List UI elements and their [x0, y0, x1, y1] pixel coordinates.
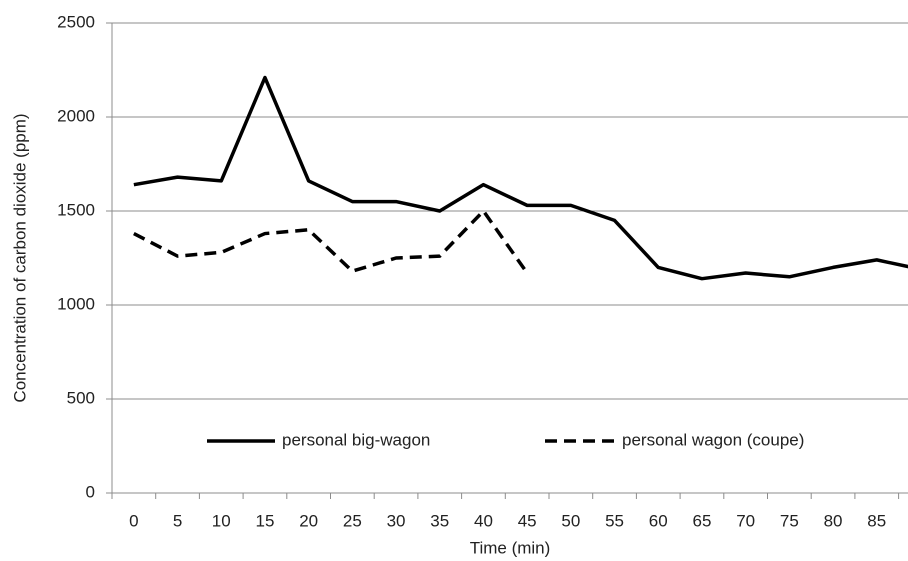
x-tick-label: 50	[561, 511, 580, 530]
x-tick-label: 20	[299, 511, 318, 530]
series-line	[133, 209, 529, 275]
legend-label: personal big-wagon	[282, 430, 430, 449]
x-axis-title: Time (min)	[470, 538, 551, 557]
y-tick-label: 0	[86, 482, 95, 501]
y-tick-label: 2500	[57, 12, 95, 31]
y-tick-label: 500	[67, 388, 95, 407]
y-axis-title: Concentration of carbon dioxide (ppm)	[10, 113, 29, 402]
x-tick-label: 65	[692, 511, 711, 530]
y-tick-label: 1500	[57, 200, 95, 219]
x-tick-label: 85	[867, 511, 886, 530]
x-tick-label: 10	[212, 511, 231, 530]
x-tick-label: 35	[430, 511, 449, 530]
x-tick-label: 40	[474, 511, 493, 530]
legend-label: personal wagon (coupe)	[622, 430, 804, 449]
x-tick-label: 0	[129, 511, 138, 530]
x-tick-label: 5	[173, 511, 182, 530]
x-tick-label: 55	[605, 511, 624, 530]
x-tick-label: 25	[343, 511, 362, 530]
x-tick-label: 70	[736, 511, 755, 530]
x-tick-label: 30	[387, 511, 406, 530]
x-tick-label: 75	[780, 511, 799, 530]
x-tick-label: 15	[255, 511, 274, 530]
x-tick-label: 80	[824, 511, 843, 530]
x-tick-label: 60	[649, 511, 668, 530]
series-line	[133, 75, 908, 281]
y-tick-label: 1000	[57, 294, 95, 313]
y-tick-label: 2000	[57, 106, 95, 125]
x-tick-label: 45	[518, 511, 537, 530]
